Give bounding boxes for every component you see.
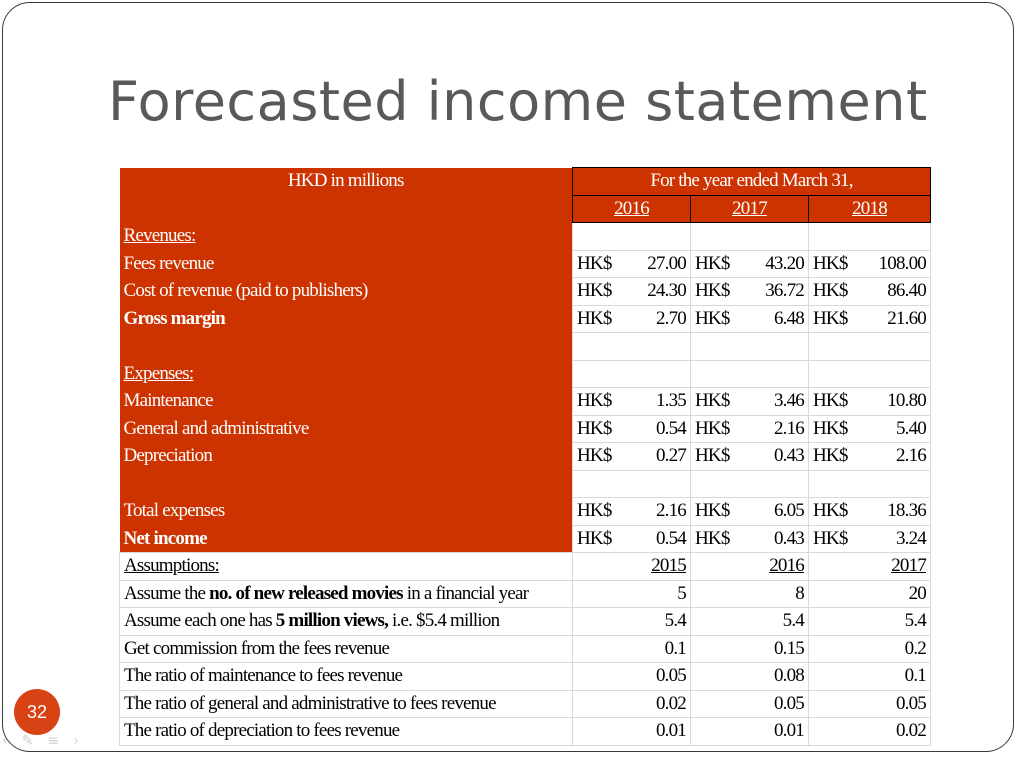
row-label: Cost of revenue (paid to publishers) xyxy=(119,277,573,305)
next-arrow-icon[interactable]: › xyxy=(73,733,93,749)
assumption-label: The ratio of depreciation to fees revenu… xyxy=(119,717,573,746)
value-cell: HK$ 2.16 xyxy=(690,414,809,443)
value-cell: HK$ 6.48 xyxy=(690,304,809,333)
assumption-value: 8 xyxy=(690,579,809,608)
spacer-row xyxy=(119,332,931,361)
assumption-value: 0.15 xyxy=(690,634,809,663)
table-row: Expenses: xyxy=(119,359,931,388)
assumption-value: 20 xyxy=(808,579,931,608)
spacer-row xyxy=(119,469,931,498)
table-row: Gross margin HK$ 2.70 HK$ 6.48 HK$ 21.60 xyxy=(119,304,931,333)
row-label: Fees revenue xyxy=(119,250,573,278)
assumption-value: 5.4 xyxy=(808,607,931,636)
assumption-value: 0.05 xyxy=(572,662,691,691)
value-cell: HK$ 1.35 xyxy=(572,387,691,416)
table-row: Maintenance HK$ 1.35 HK$ 3.46 HK$ 10.80 xyxy=(119,387,931,416)
assumption-label: The ratio of general and administrative … xyxy=(119,689,573,718)
pen-icon[interactable]: ✎ xyxy=(21,733,48,749)
value-cell: HK$ 36.72 xyxy=(690,277,809,306)
value-cell: HK$ 10.80 xyxy=(808,387,931,416)
row-label: Maintenance xyxy=(119,387,573,415)
table-row: Depreciation HK$ 0.27 HK$ 0.43 HK$ 2.16 xyxy=(119,442,931,471)
value-cell: HK$ 43.20 xyxy=(690,249,809,278)
year-header: 2018 xyxy=(808,194,931,223)
table-row: Get commission from the fees revenue 0.1… xyxy=(119,634,931,663)
value-cell: HK$ 27.00 xyxy=(572,249,691,278)
expenses-section-label: Expenses: xyxy=(119,360,573,388)
value-cell: HK$ 6.05 xyxy=(690,497,809,526)
row-label: Total expenses xyxy=(119,497,573,525)
value-cell: HK$ 0.43 xyxy=(690,524,809,553)
assumption-value: 0.05 xyxy=(808,689,931,718)
table-row: The ratio of general and administrative … xyxy=(119,689,931,718)
assumption-value: 0.05 xyxy=(690,689,809,718)
table-row: The ratio of maintenance to fees revenue… xyxy=(119,662,931,691)
assumption-label: The ratio of maintenance to fees revenue xyxy=(119,662,573,691)
assumption-label: Assume the no. of new released movies in… xyxy=(119,579,573,608)
value-cell: HK$ 2.16 xyxy=(808,442,931,471)
period-header: For the year ended March 31, xyxy=(572,167,931,196)
row-label: Depreciation xyxy=(119,442,573,470)
slide-number-badge: 32 xyxy=(14,689,60,735)
assumptions-header-row: Assumptions: 2015 2016 2017 xyxy=(119,552,931,581)
value-cell: HK$ 18.36 xyxy=(808,497,931,526)
assumption-value: 0.2 xyxy=(808,634,931,663)
assumptions-label: Assumptions: xyxy=(119,552,573,581)
slide-title: Forecasted income statement xyxy=(108,70,928,133)
assumption-value: 5.4 xyxy=(572,607,691,636)
table-row: Revenues: xyxy=(119,222,931,251)
table-row: Total expenses HK$ 2.16 HK$ 6.05 HK$ 18.36 xyxy=(119,497,931,526)
value-cell: HK$ 0.27 xyxy=(572,442,691,471)
value-cell: HK$ 0.54 xyxy=(572,524,691,553)
table-row: Assume each one has 5 million views, i.e… xyxy=(119,607,931,636)
table-row: General and administrative HK$ 0.54 HK$ 2.… xyxy=(119,414,931,443)
year-header: 2016 xyxy=(572,194,691,223)
year-header: 2017 xyxy=(690,194,809,223)
assumption-label: Assume each one has 5 million views, i.e… xyxy=(119,607,573,636)
slide-nav-controls[interactable]: ‹✎≡› xyxy=(2,733,93,749)
table-row: Fees revenue HK$ 27.00 HK$ 43.20 HK$ 108.00 xyxy=(119,249,931,278)
units-label: HKD in millions xyxy=(119,167,573,223)
table-row: Net income HK$ 0.54 HK$ 0.43 HK$ 3.24 xyxy=(119,524,931,553)
table-row: The ratio of depreciation to fees revenu… xyxy=(119,717,931,746)
assumption-year: 2015 xyxy=(572,552,691,581)
row-label: Gross margin xyxy=(119,305,573,333)
value-cell: HK$ 5.40 xyxy=(808,414,931,443)
table-row: Assume the no. of new released movies in… xyxy=(119,579,931,608)
assumption-label: Get commission from the fees revenue xyxy=(119,634,573,663)
assumption-value: 5.4 xyxy=(690,607,809,636)
value-cell: HK$ 3.46 xyxy=(690,387,809,416)
value-cell: HK$ 108.00 xyxy=(808,249,931,278)
value-cell: HK$ 21.60 xyxy=(808,304,931,333)
assumption-value: 0.01 xyxy=(572,717,691,746)
assumption-value: 0.02 xyxy=(808,717,931,746)
assumption-year: 2017 xyxy=(808,552,931,581)
value-cell: HK$ 0.43 xyxy=(690,442,809,471)
assumption-value: 0.01 xyxy=(690,717,809,746)
value-cell: HK$ 24.30 xyxy=(572,277,691,306)
value-cell: HK$ 2.70 xyxy=(572,304,691,333)
table-row: Cost of revenue (paid to publishers) HK$… xyxy=(119,277,931,306)
menu-icon[interactable]: ≡ xyxy=(47,733,74,749)
prev-arrow-icon[interactable]: ‹ xyxy=(2,733,22,749)
table-header-row: HKD in millions For the year ended March… xyxy=(119,167,931,223)
assumption-value: 5 xyxy=(572,579,691,608)
assumption-value: 0.1 xyxy=(808,662,931,691)
revenues-section-label: Revenues: xyxy=(119,222,573,250)
row-label: Net income xyxy=(119,525,573,553)
value-cell: HK$ 0.54 xyxy=(572,414,691,443)
assumption-year: 2016 xyxy=(690,552,809,581)
assumption-value: 0.08 xyxy=(690,662,809,691)
year-header-row: 2016 2017 2018 xyxy=(120,194,931,223)
value-cell: HK$ 86.40 xyxy=(808,277,931,306)
value-cell: HK$ 3.24 xyxy=(808,524,931,553)
income-statement-table: HKD in millions For the year ended March… xyxy=(119,167,931,746)
row-label: General and administrative xyxy=(119,415,573,443)
value-cell: HK$ 2.16 xyxy=(572,497,691,526)
assumption-value: 0.1 xyxy=(572,634,691,663)
assumption-value: 0.02 xyxy=(572,689,691,718)
